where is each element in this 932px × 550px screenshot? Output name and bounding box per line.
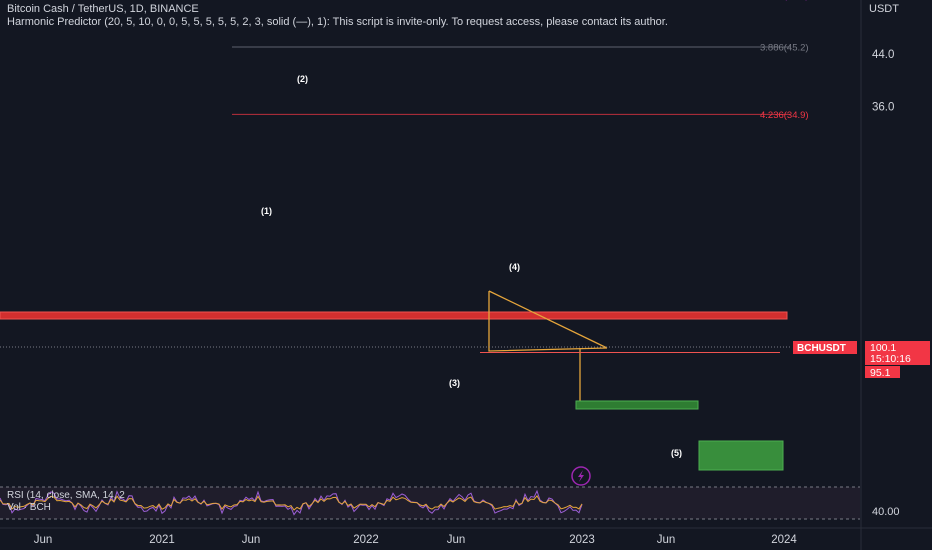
time-tick-label: Jun [657,534,676,546]
wave-label-2: (2) [297,74,308,84]
indicator-legend[interactable]: Harmonic Predictor (20, 5, 10, 0, 0, 5, … [7,16,668,28]
low-price-badge: 95.1 [870,367,891,379]
time-tick-label: Jun [242,534,261,546]
triangle-pattern [488,290,608,403]
resistance-zone [0,311,788,320]
price-tick-label: 44.0 [872,49,894,61]
target-box-2 [698,440,784,471]
low-price-badge-bg [865,366,900,378]
time-tick-label: 2024 [771,534,797,546]
rsi-line [0,489,583,516]
chart-title[interactable]: Bitcoin Cash / TetherUS, 1D, BINANCE [7,3,199,15]
vol-legend[interactable]: Vol · BCH [7,502,51,513]
last-price-badge: 100.1 [870,342,896,354]
price-level-line [480,352,780,353]
time-tick-label: 2023 [569,534,595,546]
rsi-series [0,489,583,516]
time-tick-label: 2021 [149,534,175,546]
symbol-badge-bg [793,341,857,354]
time-tick-label: Jun [34,534,53,546]
price-axis[interactable]: 1500.01200.0900.0700.0540.0440.0360.0280… [872,0,907,113]
time-tick-label: 2022 [353,534,379,546]
time-tick-label: Jun [447,534,466,546]
target-box-1 [575,400,699,410]
price-tick-label: 36.0 [872,101,894,113]
countdown-badge: 15:10:16 [870,353,911,365]
lightning-icon[interactable] [571,466,591,486]
wave-label-1: (1) [261,206,272,216]
wave-label-5: (5) [671,448,682,458]
fib-levels: 0(808.5)0.236(678.6)0.382(608.9)0.5(557.… [232,0,809,121]
rsi-pane-band [0,487,860,519]
last-price-badge-bg [865,341,930,365]
symbol-badge: BCHUSDT [797,343,846,354]
rsi-ma-line [0,495,583,511]
wave-label-4: (4) [509,262,520,272]
fib-label: 3.886(45.2) [760,42,809,53]
currency-label: USDT [869,3,899,15]
fib-label: 3.618(55.2) [760,0,809,1]
time-axis[interactable]: Jun 2021 Jun 2022 Jun 2023 Jun 2024 [34,534,798,546]
wave-label-3: (3) [449,378,460,388]
fib-label: 4.236(34.9) [760,110,809,121]
rsi-axis-tick: 40.00 [872,506,900,518]
rsi-legend[interactable]: RSI (14, close, SMA, 14, 2 [7,490,125,501]
